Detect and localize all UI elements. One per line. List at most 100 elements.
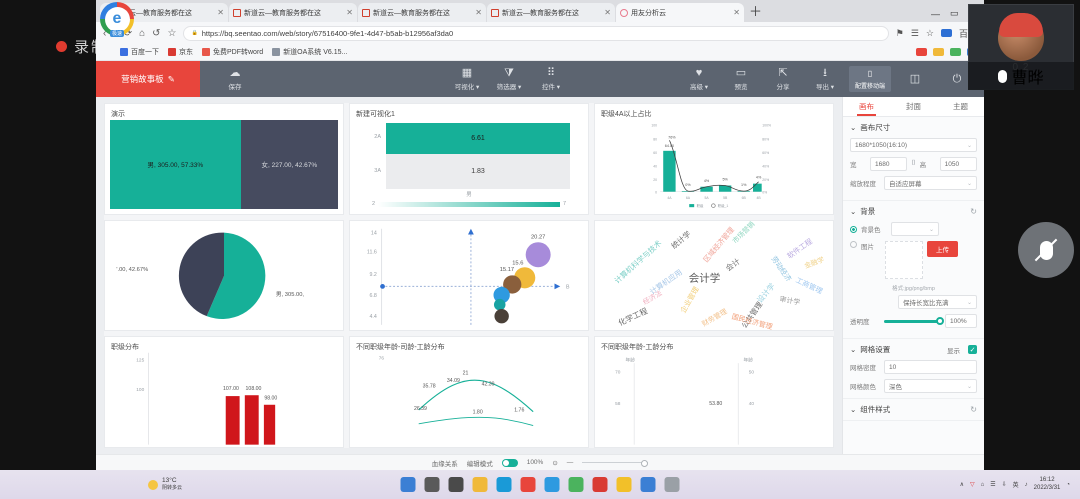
menu-icon[interactable]: ☰ — [910, 27, 919, 38]
exit-button[interactable]: ⏻ — [936, 61, 978, 97]
tab-canvas[interactable]: 画布 — [843, 97, 890, 116]
canvas-preset-select[interactable]: 1680*1050(16:10) ⌄ — [850, 138, 977, 152]
browser-tab-5[interactable]: 用友分析云 ✕ — [616, 3, 744, 22]
tab-close-icon[interactable]: ✕ — [346, 8, 353, 17]
grid-color-select[interactable]: 深色 ⌄ — [884, 379, 977, 393]
explorer-icon[interactable] — [472, 477, 488, 492]
bookmark-item-oa[interactable]: 新道OA系统 V6.15... — [272, 47, 347, 57]
minimize-button[interactable]: — — [930, 8, 940, 19]
bookmark-item-jd[interactable]: 京东 — [168, 47, 193, 57]
bookmark-star-icon[interactable]: ☆ — [167, 27, 177, 39]
lineage-button[interactable]: 血缘关系 — [431, 460, 458, 468]
tray-icon-2[interactable]: ▽ — [969, 482, 975, 488]
advanced-button[interactable]: ♥ 高级 ▾ — [678, 61, 720, 97]
reload-icon[interactable]: ⟳ — [123, 27, 133, 39]
search-icon[interactable] — [424, 477, 440, 492]
ext-icon-1[interactable] — [916, 48, 927, 56]
bookmark-item-baidu[interactable]: 百度一下 — [120, 47, 159, 57]
browser-tab-4[interactable]: 新道云—教育服务都在这 ✕ — [487, 3, 615, 22]
canvas-scroll-area[interactable]: 演示 男, 305.00, 57.33% 女, 227.00, 42.67% — [96, 97, 842, 454]
chart-card-wordcloud[interactable]: 会计学 化学工程 公共管理 统计学 会计 劳动经济 设计学 计算机应用 区域经济管理 计算机科学与… — [594, 219, 834, 332]
filter-button[interactable]: ⧩ 筛选器 ▾ — [488, 61, 530, 97]
share-button[interactable]: ⇱ 分享 — [762, 61, 804, 97]
opacity-value-input[interactable]: 100% — [945, 314, 977, 328]
mute-button[interactable] — [1018, 222, 1074, 278]
tab-close-icon[interactable]: ✕ — [475, 8, 482, 17]
reset-icon[interactable]: ↻ — [970, 207, 977, 216]
store-icon[interactable] — [640, 477, 656, 492]
zoom-out-button[interactable]: — — [566, 459, 574, 466]
taskview-icon[interactable] — [448, 477, 464, 492]
link-icon[interactable]: ⌷ — [911, 160, 916, 167]
tray-icon-3[interactable]: ⌂ — [980, 481, 985, 488]
tray-icon-5[interactable]: ⇩ — [1001, 482, 1007, 488]
taskbar-clock[interactable]: 16:12 2022/3/31 — [1034, 477, 1061, 492]
chart-card-age-tenure-2[interactable]: 不同职级年龄-工龄分布 年龄 年龄 70 58 50 40 — [594, 336, 834, 448]
tab-theme[interactable]: 主题 — [953, 102, 968, 111]
layout-button[interactable]: ◫ — [894, 61, 936, 97]
section-header[interactable]: ⌄ 网格设置 显示 ✓ — [850, 344, 977, 355]
tray-ime-icon[interactable]: 英 — [1012, 483, 1019, 489]
home-icon[interactable]: ⌂ — [139, 27, 146, 39]
background-color-select[interactable]: ⌄ — [891, 222, 939, 236]
upload-button[interactable]: 上传 — [927, 241, 958, 257]
chart-card-age-tenure-1[interactable]: 不同职级年龄-司龄-工龄分布 76 35.78 34.09 21 — [349, 336, 589, 448]
tab-close-icon[interactable]: ✕ — [604, 8, 611, 17]
wps-icon[interactable] — [592, 477, 608, 492]
edit-mode-toggle[interactable] — [501, 458, 518, 467]
baidu-search-chip[interactable] — [940, 29, 952, 37]
flag-icon[interactable]: ⚑ — [895, 27, 904, 38]
edge-icon[interactable] — [496, 477, 512, 492]
pencil-icon[interactable]: ✎ — [167, 73, 175, 84]
opacity-slider[interactable] — [884, 316, 944, 325]
story-title[interactable]: 营销故事板 ✎ — [96, 61, 200, 97]
start-icon[interactable] — [400, 477, 416, 492]
gear-icon[interactable]: ⊙ — [552, 459, 558, 467]
tab-cover[interactable]: 封面 — [906, 102, 921, 111]
grid-density-input[interactable]: 10 — [884, 360, 977, 374]
tab-close-icon[interactable]: ✕ — [733, 8, 740, 17]
notification-icon[interactable]: ◔ — [1066, 481, 1070, 488]
tray-chevron-icon[interactable]: ∧ — [959, 482, 964, 488]
section-header[interactable]: ⌄ 背景 ↻ — [850, 206, 977, 217]
pdf-icon[interactable] — [520, 477, 536, 492]
settings-icon[interactable] — [664, 477, 680, 492]
chart-card-pie[interactable]: '.00, 42.67% 男, 305.00, — [104, 219, 344, 332]
reset-icon[interactable]: ↻ — [970, 405, 977, 414]
ext-icon-3[interactable] — [950, 48, 961, 56]
chart-card-treemap[interactable]: 演示 男, 305.00, 57.33% 女, 227.00, 42.67% — [104, 103, 344, 215]
preview-button[interactable]: ▭ 预览 — [720, 61, 762, 97]
new-tab-button[interactable]: ＋ — [749, 4, 763, 19]
mail-icon[interactable] — [568, 477, 584, 492]
chart-card-heatmap[interactable]: 新建可视化1 2A 6.61 — [349, 103, 589, 215]
favorite-icon[interactable]: ☆ — [925, 27, 934, 38]
background-fit-select[interactable]: 保持长宽比充满 ⌄ — [898, 295, 977, 309]
chrome-icon[interactable] — [616, 477, 632, 492]
save-button[interactable]: ☁ 保存 — [214, 61, 256, 97]
ext-icon-2[interactable] — [933, 48, 944, 56]
story-canvas[interactable]: 演示 男, 305.00, 57.33% 女, 227.00, 42.67% — [104, 103, 834, 448]
tray-icon-4[interactable]: ☰ — [990, 482, 996, 488]
onedrive-icon[interactable] — [544, 477, 560, 492]
browser-tab-2[interactable]: 新道云—教育服务都在这 ✕ — [229, 3, 357, 22]
bookmark-item-pdf[interactable]: 免费PDF转word — [202, 47, 263, 57]
history-icon[interactable]: ↺ — [152, 27, 161, 39]
chart-card-bubble[interactable]: 14 11.6 9.2 6.8 4.4 — [349, 219, 589, 332]
back-icon[interactable]: ‹ — [103, 27, 107, 39]
browser-tab-3[interactable]: 新道云—教育服务都在这 ✕ — [358, 3, 486, 22]
canvas-height-input[interactable]: 1050 — [939, 157, 978, 171]
visualization-button[interactable]: ▦ 可视化 ▾ — [446, 61, 488, 97]
tray-volume-icon[interactable]: ♪ — [1024, 481, 1028, 488]
section-header[interactable]: ⌄ 组件样式 ↻ — [850, 404, 977, 415]
export-button[interactable]: ⭳ 导出 ▾ — [804, 61, 846, 97]
canvas-width-input[interactable]: 1680 — [870, 157, 908, 171]
chart-card-combo[interactable]: 职级4A以上占比 100 80 60 40 20 0 100 — [594, 103, 834, 215]
maximize-button[interactable]: ▭ — [949, 8, 959, 18]
weather-widget[interactable]: 13°C 阴转多云 — [148, 477, 182, 491]
grid-show-checkbox[interactable]: ✓ — [968, 345, 977, 354]
configure-mobile-button[interactable]: ▯ 配置移动端 — [849, 66, 891, 92]
radio-background-image[interactable] — [850, 241, 857, 248]
chart-card-rank-dist[interactable]: 职级分布 125 100 107.00 — [104, 336, 344, 448]
address-bar[interactable]: 🔒 https://bq.seentao.com/web/story/67516… — [183, 25, 889, 41]
section-header[interactable]: ⌄ 画布尺寸 — [850, 122, 977, 133]
